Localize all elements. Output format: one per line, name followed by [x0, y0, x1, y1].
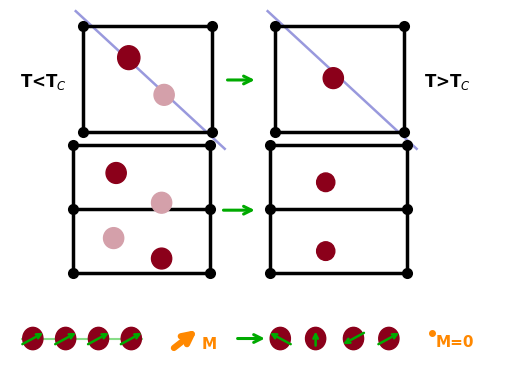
Ellipse shape	[270, 327, 290, 350]
Ellipse shape	[343, 327, 364, 350]
Text: T>T$_C$: T>T$_C$	[424, 72, 471, 92]
Bar	[275, 26, 404, 132]
Ellipse shape	[152, 192, 172, 213]
Text: M=0: M=0	[436, 336, 474, 350]
Ellipse shape	[379, 327, 399, 350]
Bar	[73, 145, 210, 273]
Ellipse shape	[323, 68, 343, 89]
Ellipse shape	[121, 327, 141, 350]
Ellipse shape	[154, 84, 174, 105]
Ellipse shape	[306, 327, 326, 350]
Ellipse shape	[23, 327, 43, 350]
Ellipse shape	[317, 173, 335, 192]
Text: M: M	[202, 337, 217, 352]
Ellipse shape	[88, 327, 109, 350]
Ellipse shape	[56, 327, 76, 350]
Ellipse shape	[152, 248, 172, 269]
Ellipse shape	[317, 242, 335, 260]
Ellipse shape	[104, 228, 124, 248]
Text: T<T$_C$: T<T$_C$	[20, 72, 67, 92]
Ellipse shape	[118, 46, 140, 70]
Bar	[83, 26, 212, 132]
Ellipse shape	[106, 163, 126, 183]
Bar	[270, 145, 407, 273]
